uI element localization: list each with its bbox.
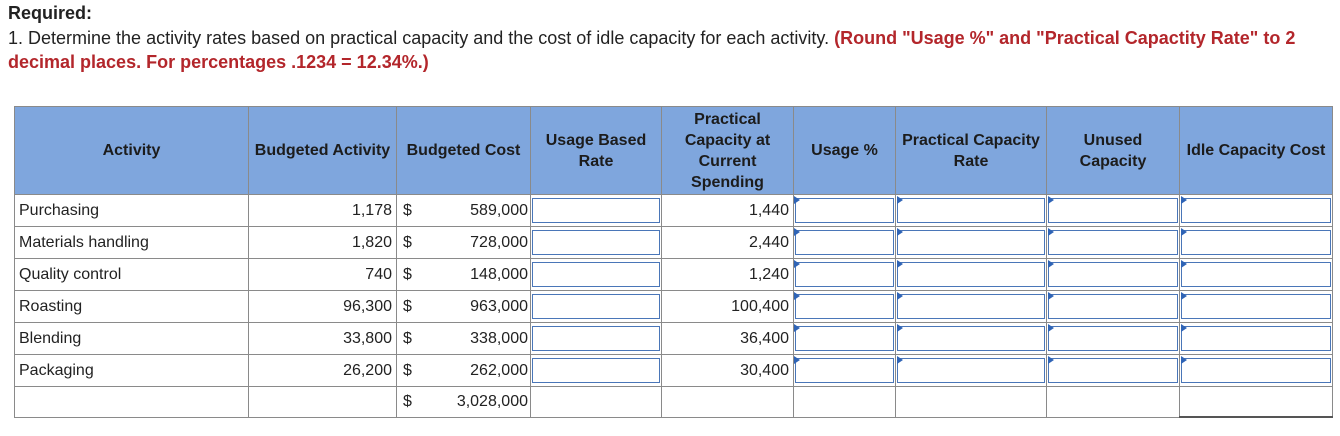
practical-capacity-value: 2,440 <box>661 226 800 259</box>
budgeted-activity-value: 740 <box>248 258 397 291</box>
idle-cost-input[interactable] <box>1179 354 1333 387</box>
budgeted-cost-value: $ 262,000 <box>396 354 531 387</box>
usage-pct-input[interactable] <box>793 226 896 259</box>
usage-based-rate-input[interactable] <box>530 226 662 259</box>
budgeted-cost-amount: 338,000 <box>470 329 528 347</box>
total-blank <box>14 386 249 418</box>
rounding-note: (Round "Usage %" and "Practical Capactit… <box>8 28 1296 72</box>
total-amount: 3,028,000 <box>456 392 528 410</box>
budgeted-cost-amount: 589,000 <box>470 201 528 219</box>
budgeted-activity-value: 26,200 <box>248 354 397 387</box>
total-budgeted-cost: $3,028,000 <box>396 386 531 418</box>
practical-capacity-value: 100,400 <box>661 290 800 323</box>
table-row: Materials handling 1,820 $ 728,000 2,440 <box>14 226 1333 259</box>
idle-cost-input[interactable] <box>1179 322 1333 355</box>
usage-pct-input[interactable] <box>793 354 896 387</box>
dollar-sign: $ <box>403 265 412 283</box>
header-idle-cost: Idle Capacity Cost <box>1179 106 1333 195</box>
dollar-sign: $ <box>403 297 412 315</box>
practical-rate-input[interactable] <box>895 194 1047 227</box>
budgeted-cost-value: $ 338,000 <box>396 322 531 355</box>
budgeted-cost-value: $ 963,000 <box>396 290 531 323</box>
table-row: Purchasing 1,178 $ 589,000 1,440 <box>14 194 1333 227</box>
header-usage-based-rate: Usage Based Rate <box>530 106 662 195</box>
header-practical-capacity: Practical Capacity at Current Spending <box>661 106 794 195</box>
activity-name: Roasting <box>14 290 249 323</box>
unused-capacity-input[interactable] <box>1046 226 1180 259</box>
unused-capacity-input[interactable] <box>1046 354 1180 387</box>
idle-cost-input[interactable] <box>1179 226 1333 259</box>
practical-rate-input[interactable] <box>895 258 1047 291</box>
usage-pct-input[interactable] <box>793 290 896 323</box>
header-activity: Activity <box>14 106 249 195</box>
budgeted-cost-value: $ 148,000 <box>396 258 531 291</box>
total-blank <box>793 386 896 418</box>
activity-table: Activity Budgeted Activity Budgeted Cost… <box>14 106 1333 418</box>
budgeted-activity-value: 1,820 <box>248 226 397 259</box>
budgeted-cost-value: $ 589,000 <box>396 194 531 227</box>
budgeted-cost-value: $ 728,000 <box>396 226 531 259</box>
practical-capacity-value: 36,400 <box>661 322 800 355</box>
budgeted-cost-amount: 148,000 <box>470 265 528 283</box>
total-blank <box>1179 386 1333 418</box>
table-row: Roasting 96,300 $ 963,000 100,400 <box>14 290 1333 323</box>
dollar-sign: $ <box>403 361 412 379</box>
budgeted-activity-value: 96,300 <box>248 290 397 323</box>
practical-capacity-value: 1,440 <box>661 194 800 227</box>
dollar-sign: $ <box>403 201 412 219</box>
total-row: $3,028,000 <box>14 386 1333 418</box>
practical-capacity-value: 30,400 <box>661 354 800 387</box>
idle-cost-input[interactable] <box>1179 290 1333 323</box>
usage-pct-input[interactable] <box>793 322 896 355</box>
header-budgeted-cost: Budgeted Cost <box>396 106 531 195</box>
required-heading: Required: <box>8 3 93 23</box>
budgeted-cost-amount: 262,000 <box>470 361 528 379</box>
total-blank <box>530 386 662 418</box>
usage-based-rate-input[interactable] <box>530 354 662 387</box>
unused-capacity-input[interactable] <box>1046 322 1180 355</box>
activity-name: Quality control <box>14 258 249 291</box>
activity-name: Packaging <box>14 354 249 387</box>
table-row: Packaging 26,200 $ 262,000 30,400 <box>14 354 1333 387</box>
budgeted-activity-value: 33,800 <box>248 322 397 355</box>
practical-capacity-value: 1,240 <box>661 258 800 291</box>
usage-pct-input[interactable] <box>793 258 896 291</box>
practical-rate-input[interactable] <box>895 322 1047 355</box>
budgeted-cost-amount: 963,000 <box>470 297 528 315</box>
idle-cost-input[interactable] <box>1179 258 1333 291</box>
table-row: Quality control 740 $ 148,000 1,240 <box>14 258 1333 291</box>
usage-based-rate-input[interactable] <box>530 290 662 323</box>
header-unused-capacity: Unused Capacity <box>1046 106 1180 195</box>
total-blank <box>1046 386 1180 418</box>
activity-name: Blending <box>14 322 249 355</box>
activity-name: Purchasing <box>14 194 249 227</box>
instruction-text: 1. Determine the activity rates based on… <box>8 26 1328 74</box>
dollar-sign: $ <box>403 233 412 251</box>
header-budgeted-activity: Budgeted Activity <box>248 106 397 195</box>
total-blank <box>895 386 1047 418</box>
header-practical-rate: Practical Capacity Rate <box>895 106 1047 195</box>
idle-cost-input[interactable] <box>1179 194 1333 227</box>
practical-rate-input[interactable] <box>895 354 1047 387</box>
practical-rate-input[interactable] <box>895 290 1047 323</box>
unused-capacity-input[interactable] <box>1046 290 1180 323</box>
total-blank <box>248 386 397 418</box>
usage-based-rate-input[interactable] <box>530 258 662 291</box>
usage-based-rate-input[interactable] <box>530 194 662 227</box>
budgeted-cost-amount: 728,000 <box>470 233 528 251</box>
activity-name: Materials handling <box>14 226 249 259</box>
unused-capacity-input[interactable] <box>1046 194 1180 227</box>
total-blank <box>661 386 794 418</box>
usage-based-rate-input[interactable] <box>530 322 662 355</box>
unused-capacity-input[interactable] <box>1046 258 1180 291</box>
dollar-sign: $ <box>403 392 412 410</box>
dollar-sign: $ <box>403 329 412 347</box>
practical-rate-input[interactable] <box>895 226 1047 259</box>
table-row: Blending 33,800 $ 338,000 36,400 <box>14 322 1333 355</box>
budgeted-activity-value: 1,178 <box>248 194 397 227</box>
header-usage-pct: Usage % <box>793 106 896 195</box>
usage-pct-input[interactable] <box>793 194 896 227</box>
instruction-prefix: 1. Determine the activity rates based on… <box>8 28 830 48</box>
